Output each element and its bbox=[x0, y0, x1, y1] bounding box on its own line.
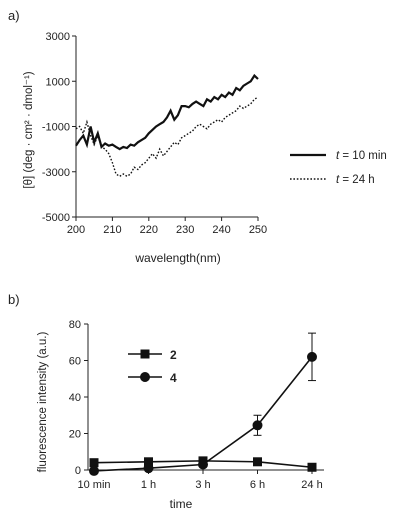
panel-b-xlabel: time bbox=[170, 497, 193, 511]
series-line-2 bbox=[75, 96, 259, 178]
data-point-circle bbox=[252, 420, 263, 431]
x-tick-label: 240 bbox=[212, 224, 230, 236]
x-tick-label: 24 h bbox=[301, 479, 322, 491]
y-tick-label: 3000 bbox=[46, 31, 70, 43]
panel-b-plot-area: 0 20 40 60 80 10 min 1 h 3 h 6 h 24 h 2 4 bbox=[69, 319, 324, 491]
x-tick-label: 3 h bbox=[195, 479, 210, 491]
y-tick-label: 20 bbox=[69, 429, 81, 441]
legend-label-4: 4 bbox=[170, 371, 177, 385]
data-point-circle bbox=[307, 351, 317, 362]
data-point-square bbox=[144, 457, 153, 467]
data-point-square bbox=[307, 462, 317, 472]
legend-label-1: t = 10 min bbox=[336, 150, 387, 162]
series-line-4 bbox=[93, 356, 313, 472]
y-tick-label: 40 bbox=[69, 392, 81, 404]
data-point-square bbox=[89, 458, 99, 468]
y-tick-label: -1000 bbox=[42, 122, 70, 134]
legend-text: = 10 min bbox=[339, 150, 387, 162]
data-point-circle bbox=[143, 463, 154, 474]
x-tick-label: 220 bbox=[140, 224, 158, 236]
x-tick-label: 200 bbox=[67, 224, 85, 236]
series-line-1 bbox=[75, 73, 259, 151]
legend-var: t bbox=[336, 150, 340, 162]
panel-a-label: a) bbox=[8, 8, 20, 23]
x-tick-label: 250 bbox=[249, 224, 267, 236]
panel-b-ylabel: fluorescence intensity (a.u.) bbox=[37, 332, 49, 473]
panel-b: b) 0 20 40 60 80 10 min 1 h 3 h 6 h 24 h 2 4 fluore… bbox=[8, 292, 324, 511]
x-tick-label: 1 h bbox=[141, 479, 156, 491]
x-tick-label: 10 min bbox=[77, 479, 110, 491]
legend-var: t bbox=[336, 174, 340, 186]
y-tick-label: -3000 bbox=[42, 167, 70, 179]
y-tick-label: 80 bbox=[69, 319, 81, 331]
data-point-circle bbox=[198, 459, 208, 470]
legend-marker-square bbox=[140, 349, 150, 359]
x-tick-label: 210 bbox=[103, 224, 121, 236]
y-tick-label: 1000 bbox=[46, 76, 70, 88]
y-tick-label: 0 bbox=[75, 465, 81, 477]
panel-a-ylabel: [θ] (deg · cm² · dmol⁻¹) bbox=[23, 71, 35, 188]
x-tick-label: 230 bbox=[176, 224, 194, 236]
data-point-square bbox=[253, 457, 262, 467]
x-tick-label: 6 h bbox=[250, 479, 265, 491]
legend-label-2: 2 bbox=[170, 348, 177, 362]
panel-a-xlabel: wavelength(nm) bbox=[134, 251, 220, 265]
y-tick-label: 60 bbox=[69, 356, 81, 368]
panel-b-label: b) bbox=[8, 292, 20, 307]
legend-marker-circle bbox=[140, 372, 150, 382]
y-tick-label: -5000 bbox=[42, 212, 70, 224]
legend-label-2: t = 24 h bbox=[336, 174, 375, 186]
legend-text: = 24 h bbox=[339, 174, 375, 186]
data-point-circle bbox=[89, 465, 99, 476]
